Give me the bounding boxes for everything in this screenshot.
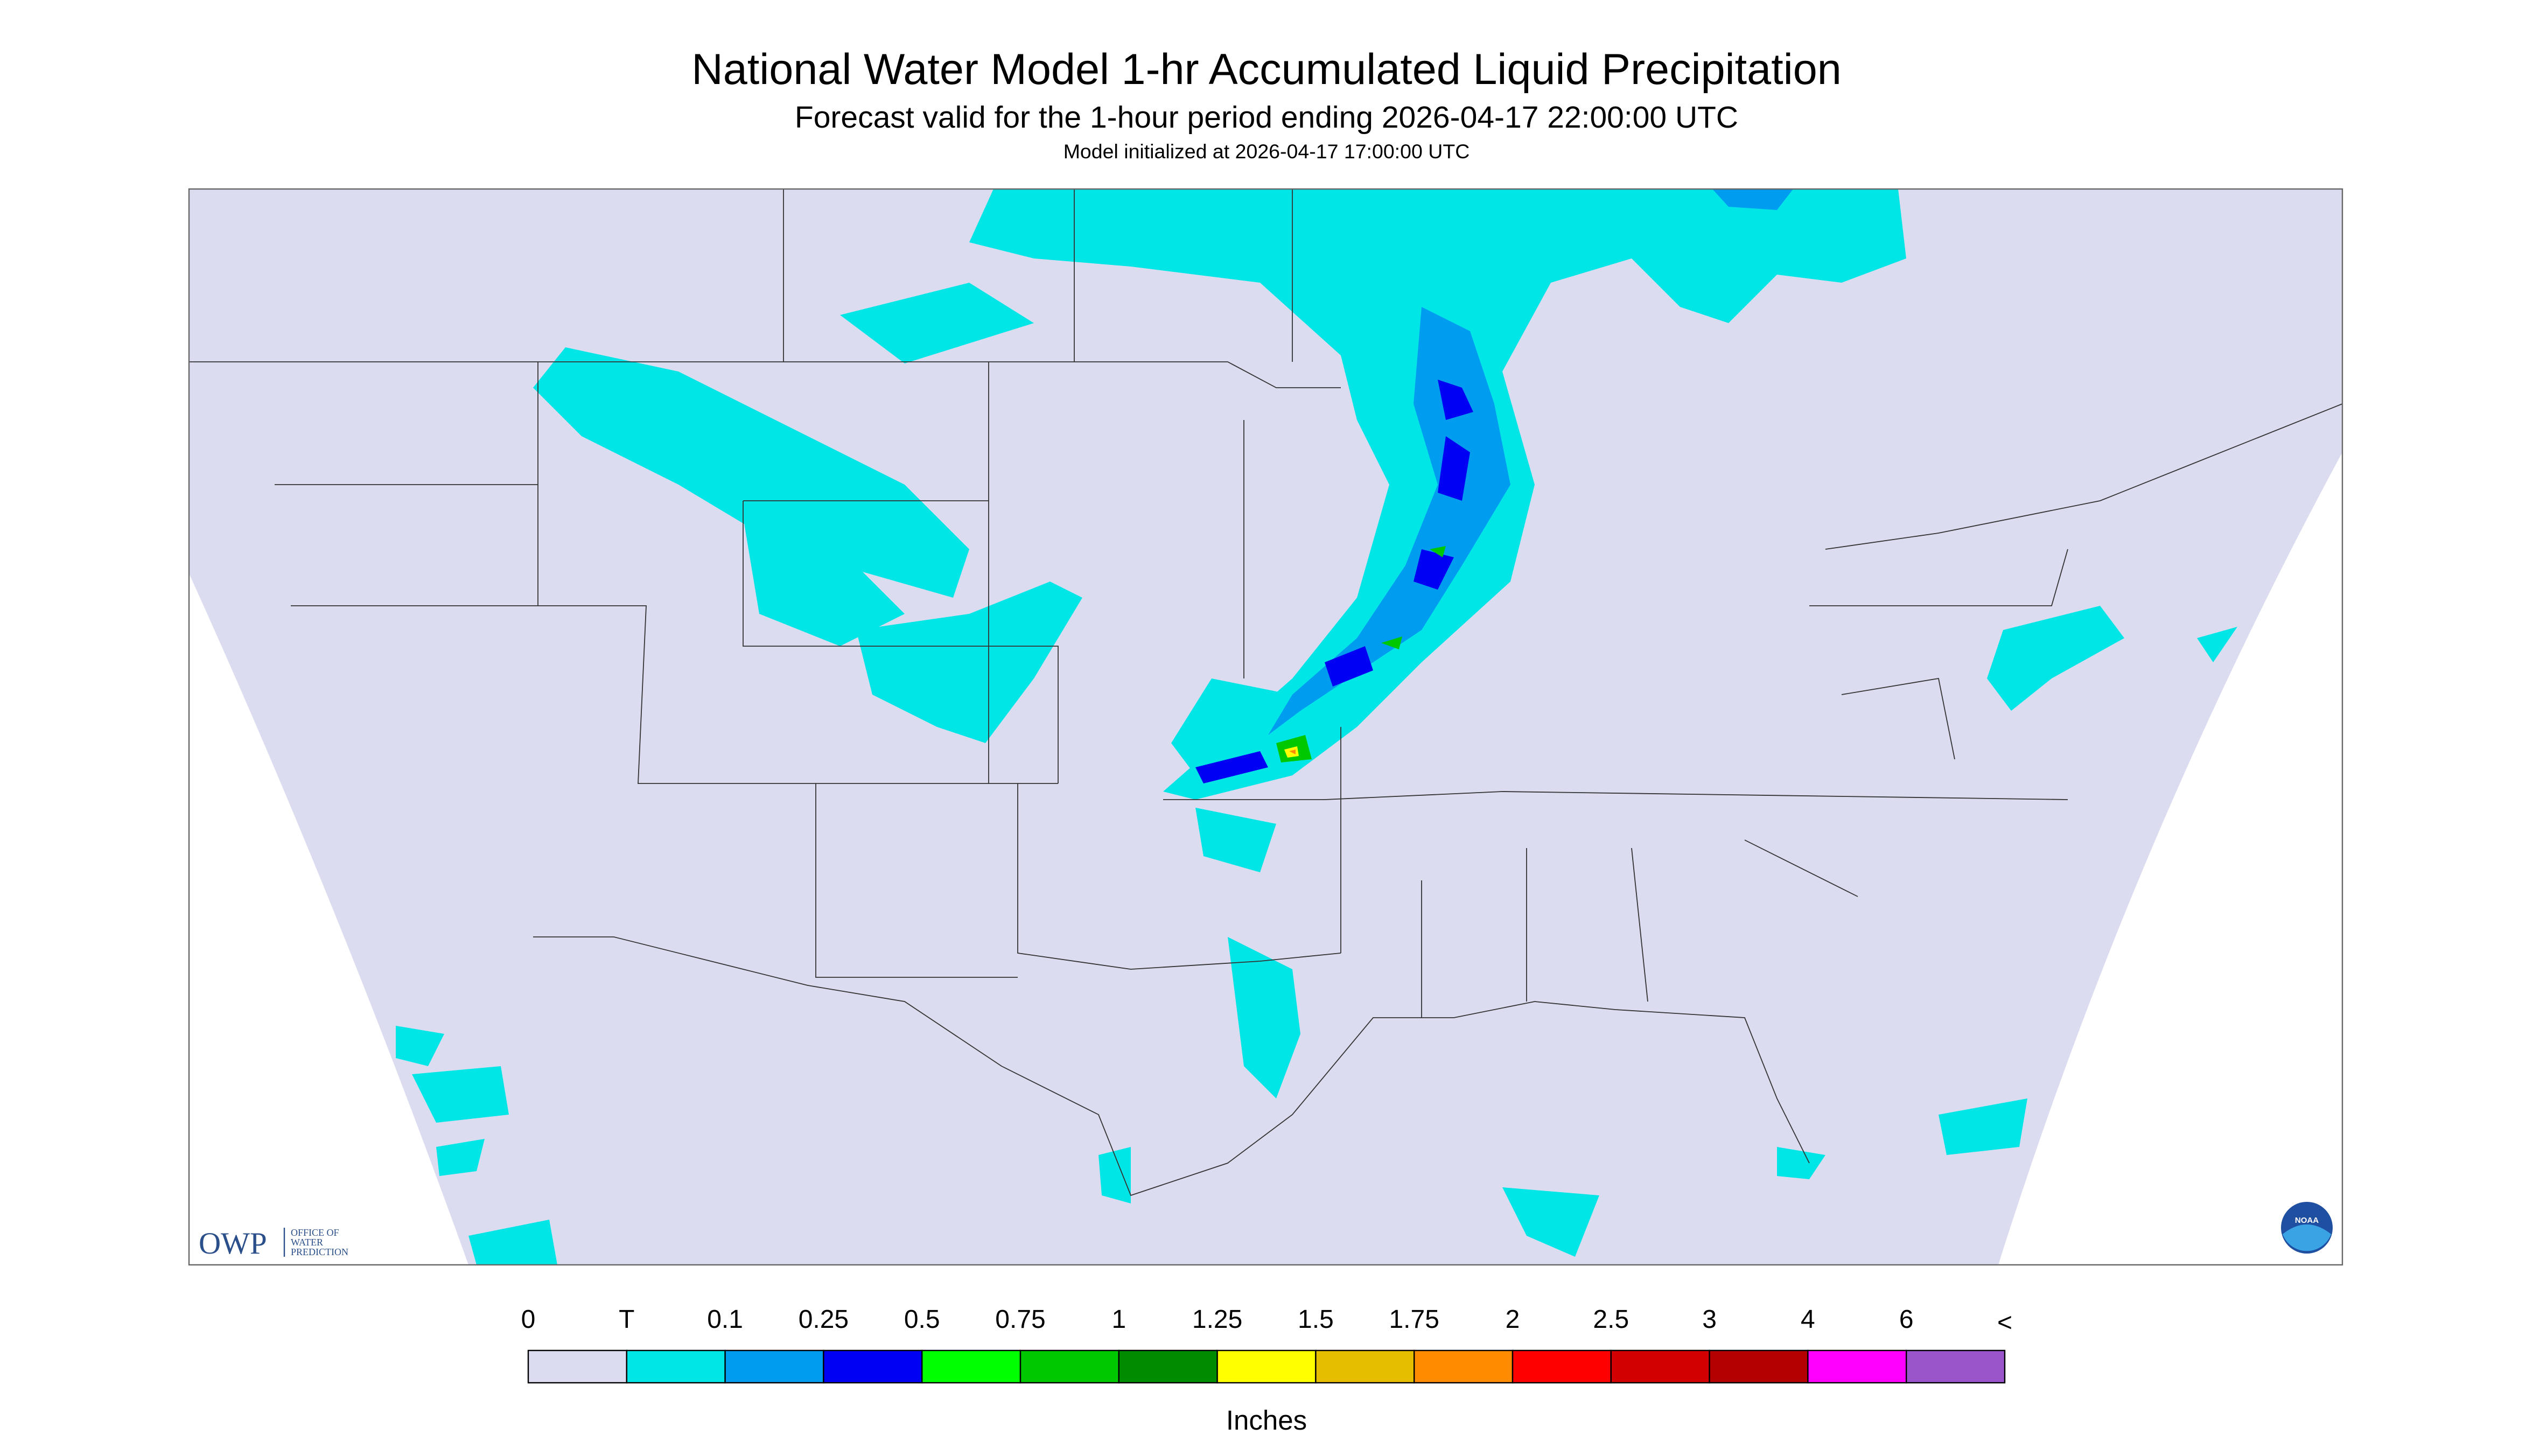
owp-line: OFFICE OF	[291, 1227, 339, 1238]
owp-logo: OWP OFFICE OF WATER PREDICTION	[199, 1227, 348, 1261]
noaa-logo: NOAA	[2281, 1202, 2333, 1254]
legend-label: 1.75	[1389, 1305, 1439, 1334]
legend-swatch	[1807, 1349, 1907, 1384]
legend-label: 1	[1111, 1305, 1126, 1334]
noaa-wave	[2283, 1224, 2331, 1251]
subtitle: Forecast valid for the 1-hour period end…	[795, 100, 1738, 135]
legend-label: 0.75	[995, 1305, 1045, 1334]
map	[188, 188, 2343, 1266]
title: National Water Model 1-hr Accumulated Li…	[691, 45, 1842, 94]
legend-swatch	[1118, 1349, 1218, 1384]
owp-mark: OWP	[199, 1227, 267, 1261]
legend-swatch	[724, 1349, 824, 1384]
precip-moderate	[1195, 380, 1473, 784]
legend-swatch	[1216, 1349, 1317, 1384]
legend-swatch	[1512, 1349, 1612, 1384]
legend-label: <	[1997, 1308, 2012, 1337]
legend-swatch	[1905, 1349, 2006, 1384]
legend-label: 6	[1899, 1305, 1914, 1334]
legend-unit: Inches	[1226, 1405, 1307, 1436]
legend-label: 1.5	[1298, 1305, 1334, 1334]
map-frame	[188, 188, 2343, 1266]
borders	[189, 189, 2343, 1196]
projection-edge	[1998, 452, 2342, 1265]
legend-swatch	[921, 1349, 1021, 1384]
legend-label: 2.5	[1593, 1305, 1629, 1334]
legend-swatch	[1709, 1349, 1809, 1384]
legend-label: 4	[1801, 1305, 1815, 1334]
legend: Inches 0 T 0.1 0.25 0.5 0.75 1 1.25 1.5 1.75 2 2.5 3…	[521, 1305, 2012, 1436]
precip-heavy	[1276, 546, 1446, 763]
legend-swatch	[1414, 1349, 1514, 1384]
owp-line: WATER	[291, 1237, 323, 1248]
legend-label: 0.5	[904, 1305, 940, 1334]
legend-label: 3	[1702, 1305, 1717, 1334]
legend-label: 0.1	[707, 1305, 743, 1334]
legend-swatch	[1610, 1349, 1710, 1384]
noaa-text: NOAA	[2295, 1216, 2319, 1225]
legend-swatch	[626, 1349, 726, 1384]
legend-label: T	[619, 1305, 634, 1334]
legend-label: 0.25	[799, 1305, 849, 1334]
legend-label: 1.25	[1192, 1305, 1242, 1334]
owp-line: PREDICTION	[291, 1247, 348, 1257]
legend-label: 0	[521, 1305, 536, 1334]
legend-swatch	[527, 1349, 628, 1384]
legend-swatch	[823, 1349, 923, 1384]
legend-swatch	[1315, 1349, 1415, 1384]
legend-label: 2	[1506, 1305, 1520, 1334]
init-note: Model initialized at 2026-04-17 17:00:00…	[1063, 140, 1470, 163]
projection-edge	[189, 573, 468, 1265]
legend-swatch	[1019, 1349, 1120, 1384]
